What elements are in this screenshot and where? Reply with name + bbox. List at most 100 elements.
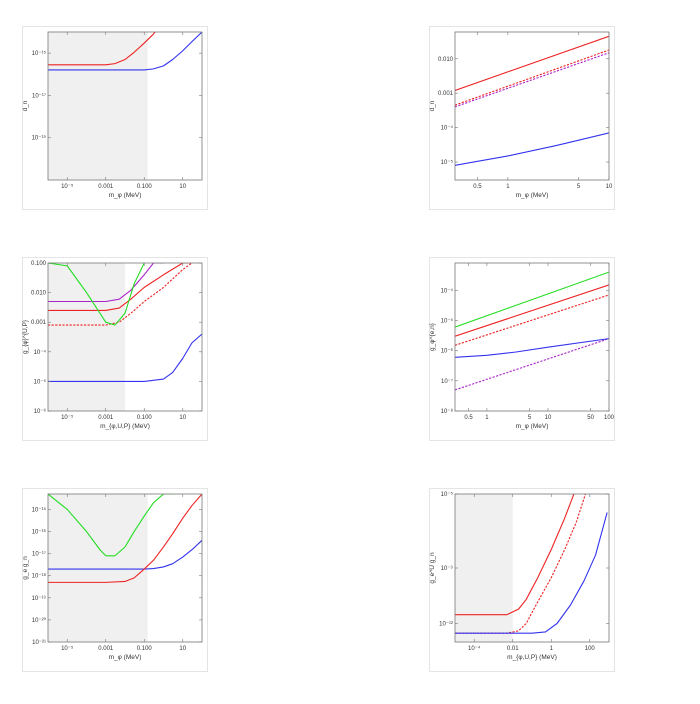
- y-axis-title: d_n: [22, 100, 29, 111]
- x-tick-label: 100: [585, 646, 596, 652]
- series-line-green-solid-4: [48, 263, 145, 326]
- y-axis-title: d_n: [429, 100, 436, 111]
- x-tick-label: 10⁻⁵: [61, 645, 74, 652]
- y-tick-label: 0.100: [31, 261, 47, 267]
- series-line-red-solid-1: [455, 35, 609, 91]
- x-tick-label: 10⁻⁴: [468, 645, 481, 652]
- y-tick-label: 0.010: [438, 57, 454, 63]
- series-line-red-dashed-3: [455, 294, 609, 346]
- y-tick-label: 0.010: [31, 291, 47, 297]
- x-tick-label: 0.01: [507, 646, 519, 652]
- y-tick-label: 10⁻¹⁵: [32, 50, 47, 57]
- y-tick-label: 10⁻¹⁹: [32, 135, 47, 142]
- y-tick-label: 10⁻¹⁸: [32, 573, 47, 580]
- x-tick-label: 50: [587, 415, 594, 421]
- x-tick-label: 0.100: [137, 184, 153, 190]
- y-tick-label: 10⁻¹⁷: [32, 92, 46, 99]
- series-line-green-solid-1: [48, 494, 173, 557]
- series-line-green-solid-1: [455, 271, 609, 328]
- x-axis-title: m_φ (MeV): [109, 192, 142, 199]
- shaded-region: [455, 494, 513, 642]
- x-tick-label: 0.001: [98, 646, 114, 652]
- x-tick-label: 10: [606, 184, 613, 190]
- plot-panel-5: 10⁻⁵ 0.001 0.100 10 10⁻¹⁵ 10⁻¹⁶ 10⁻¹⁷ 10⁻¹⁸ 10⁻¹…: [22, 488, 208, 672]
- y-axis-title: g_{φ}^{U,P}: [22, 319, 29, 354]
- series-line-purple-solid-1: [48, 263, 164, 303]
- panel-border: [429, 257, 615, 441]
- series-line-red-solid-2: [455, 284, 609, 337]
- series-line-blue-solid-2: [48, 32, 202, 71]
- plot-panel-3: 10⁻⁵ 0.001 0.100 10 0.100 0.010 0.001 10⁻⁴ 10⁻⁵ 1…: [22, 257, 208, 441]
- x-tick-label: 1: [550, 646, 554, 652]
- series-line-purple-dashed-3: [455, 52, 609, 108]
- x-tick-label: 5: [528, 415, 532, 421]
- y-tick-label: 10⁻⁴: [441, 287, 454, 294]
- y-tick-label: 10⁻²⁰: [32, 617, 47, 624]
- series-line-blue-solid-2: [48, 539, 202, 570]
- x-tick-label: 0.001: [98, 184, 114, 190]
- series-line-blue-solid-5: [48, 333, 202, 382]
- x-tick-label: 0.001: [98, 415, 114, 421]
- x-tick-label: 1: [485, 415, 489, 421]
- x-tick-label: 0.100: [137, 415, 153, 421]
- shaded-region: [48, 32, 148, 180]
- y-axis-title: g_e g_n: [22, 556, 29, 580]
- series-line-red-solid-2: [48, 263, 192, 311]
- plot-panel-2: 0.5 1 5 10 0.010 0.001 10⁻⁴ 10⁻⁵ m_φ (MeV) d_n: [429, 26, 615, 210]
- plot-frame: [47, 31, 203, 181]
- y-tick-label: 10⁻¹⁵: [32, 506, 47, 513]
- y-tick-label: 10⁻⁵: [441, 159, 454, 166]
- plot-panel-4: 0.5 1 5 10 50 100 10⁻⁴ 10⁻⁵ 10⁻⁶ 10⁻⁷ 10⁻⁸ m_φ (MeV…: [429, 257, 615, 441]
- y-tick-label: 10⁻¹⁷: [32, 551, 46, 558]
- series-line-red-solid-1: [48, 32, 169, 66]
- x-tick-label: 100: [604, 415, 615, 421]
- x-tick-label: 1: [506, 184, 510, 190]
- y-tick-label: 10⁻²¹: [32, 640, 46, 646]
- x-tick-label: 10⁻⁵: [61, 183, 74, 190]
- x-axis-title: m_{φ,U,P} (MeV): [507, 654, 557, 661]
- plot-panel-1: 10⁻⁵ 0.001 0.100 10 10⁻¹⁵ 10⁻¹⁷ 10⁻¹⁹ m_φ (MeV)…: [22, 26, 208, 210]
- plot-svg-6: 10⁻⁴ 0.01 1 100 10⁻⁵ 10⁻⁹ 10⁻¹² m_{φ,U,P} (MeV)…: [429, 488, 615, 672]
- x-tick-label: 5: [577, 184, 581, 190]
- y-tick-label: 10⁻⁵: [34, 378, 47, 385]
- panel-border: [429, 26, 615, 210]
- x-tick-label: 0.5: [473, 184, 482, 190]
- y-tick-label: 10⁻⁴: [441, 125, 454, 132]
- y-tick-label: 10⁻⁶: [34, 408, 47, 415]
- plot-frame: [454, 262, 610, 412]
- plot-frame: [47, 493, 203, 643]
- series-line-blue-solid-5: [455, 338, 609, 358]
- y-axis-title: g_φ^{e,n}: [429, 322, 436, 351]
- y-tick-label: 10⁻⁴: [34, 349, 47, 356]
- y-tick-label: 10⁻⁷: [441, 378, 453, 385]
- x-tick-label: 0.100: [137, 646, 153, 652]
- y-axis-title: g_e^U g_n: [429, 552, 436, 584]
- x-axis-title: m_φ (MeV): [516, 423, 549, 430]
- shaded-region: [48, 263, 125, 411]
- series-line-blue-solid-4: [455, 132, 609, 166]
- series-line-red-dashed-2: [455, 494, 587, 634]
- plot-frame: [47, 262, 203, 412]
- y-tick-label: 10⁻¹⁶: [32, 529, 47, 536]
- shaded-region: [48, 494, 148, 642]
- y-tick-label: 10⁻⁵: [441, 317, 454, 324]
- plot-svg-1: 10⁻⁵ 0.001 0.100 10 10⁻¹⁵ 10⁻¹⁷ 10⁻¹⁹ m_φ (MeV)…: [22, 26, 208, 210]
- y-tick-label: 10⁻¹²: [439, 622, 453, 628]
- plot-svg-4: 0.5 1 5 10 50 100 10⁻⁴ 10⁻⁵ 10⁻⁶ 10⁻⁷ 10⁻⁸ m_φ (MeV…: [429, 257, 615, 441]
- series-line-red-dashed-3: [48, 263, 193, 326]
- series-line-red-solid-1: [455, 494, 575, 616]
- series-line-red-solid-3: [48, 494, 202, 583]
- plot-svg-5: 10⁻⁵ 0.001 0.100 10 10⁻¹⁵ 10⁻¹⁶ 10⁻¹⁷ 10⁻¹⁸ 10⁻¹…: [22, 488, 208, 672]
- y-tick-label: 10⁻¹⁹: [32, 595, 47, 602]
- plot-svg-2: 0.5 1 5 10 0.010 0.001 10⁻⁴ 10⁻⁵ m_φ (MeV) d_n: [429, 26, 615, 210]
- x-tick-label: 10: [179, 415, 186, 421]
- x-tick-label: 10: [179, 184, 186, 190]
- y-tick-label: 0.001: [31, 320, 47, 326]
- x-axis-title: m_φ (MeV): [516, 192, 549, 199]
- plot-panel-6: 10⁻⁴ 0.01 1 100 10⁻⁵ 10⁻⁹ 10⁻¹² m_{φ,U,P} (MeV)…: [429, 488, 615, 672]
- x-tick-label: 10: [545, 415, 552, 421]
- x-axis-title: m_φ (MeV): [109, 654, 142, 661]
- x-tick-label: 0.5: [464, 415, 473, 421]
- y-tick-label: 0.001: [438, 91, 454, 97]
- y-tick-label: 10⁻⁶: [441, 348, 454, 355]
